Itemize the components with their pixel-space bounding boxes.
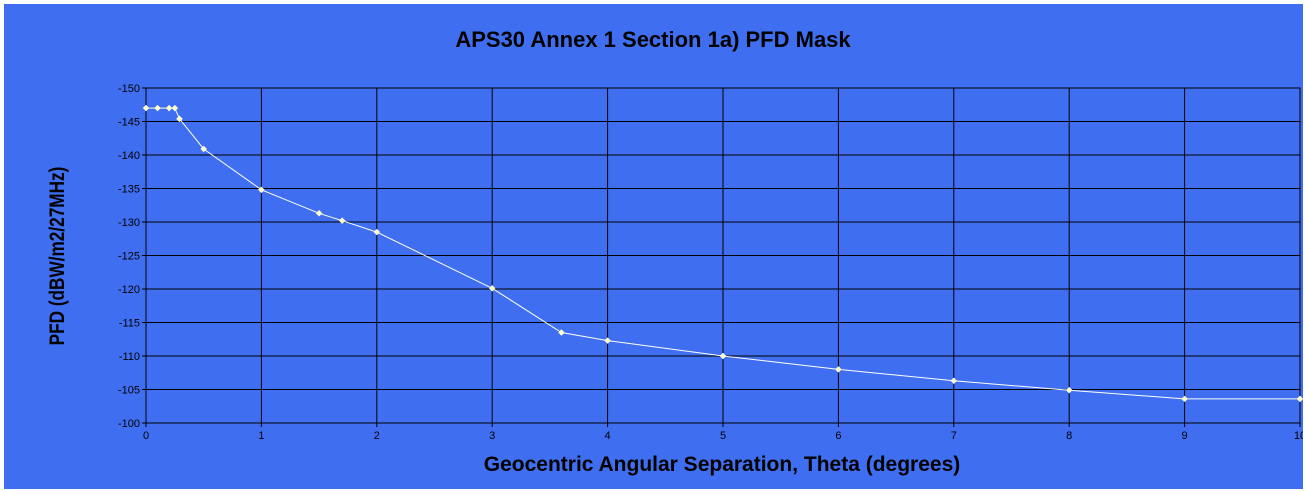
data-point <box>171 104 179 112</box>
y-tick-label: -105 <box>118 385 140 397</box>
data-point <box>835 366 842 373</box>
data-point <box>258 186 265 194</box>
data-point <box>176 115 183 123</box>
x-axis-title: Geocentric Angular Separation, Theta (de… <box>484 453 961 476</box>
chart: APS30 Annex 1 Section 1a) PFD Mask 0 1 2 3 4… <box>47 27 1303 476</box>
data-point <box>373 228 381 236</box>
x-tick-label: 4 <box>605 430 611 442</box>
data-point <box>200 145 208 153</box>
data-point <box>142 104 150 112</box>
x-tick-label: 6 <box>835 430 841 442</box>
x-tick-label: 5 <box>720 430 726 442</box>
data-point <box>338 217 346 225</box>
data-point <box>154 104 161 112</box>
data-point <box>1181 395 1188 403</box>
series <box>142 104 1303 403</box>
x-tick-label: 1 <box>258 430 264 442</box>
y-tick-label: -140 <box>118 150 140 162</box>
x-tick-label: 8 <box>1066 430 1072 442</box>
data-point <box>315 209 323 217</box>
y-tick-label: -110 <box>119 351 140 363</box>
data-point <box>558 329 565 336</box>
data-point <box>1296 395 1303 403</box>
y-tick-label: -115 <box>119 318 140 330</box>
y-tick-label: -150 <box>118 83 140 95</box>
y-tick-label: -120 <box>118 284 140 296</box>
tick-labels: 0 1 2 3 4 5 6 7 8 9 10 -150 -145 -140 -135 -130 -125 -120… <box>118 83 1303 442</box>
data-point <box>1065 386 1073 394</box>
x-tick-label: 10 <box>1294 430 1303 442</box>
x-tick-label: 0 <box>143 430 149 442</box>
y-tick-label: -135 <box>118 184 140 196</box>
y-tick-label: -100 <box>118 418 140 430</box>
y-tick-label: -130 <box>118 217 140 229</box>
data-point <box>488 284 496 292</box>
data-point <box>165 104 173 112</box>
chart-title: APS30 Annex 1 Section 1a) PFD Mask <box>455 27 851 52</box>
x-tick-label: 9 <box>1182 430 1188 442</box>
x-tick-label: 7 <box>951 430 957 442</box>
data-point <box>719 352 727 360</box>
data-point <box>604 337 611 344</box>
y-axis-title: PFD (dBW/m2/27MHz) <box>47 167 70 346</box>
y-tick-label: -145 <box>118 117 140 129</box>
x-tick-label: 3 <box>489 430 495 442</box>
data-point <box>950 377 958 385</box>
chart-frame: APS30 Annex 1 Section 1a) PFD Mask 0 1 2 3 4… <box>4 4 1303 489</box>
y-tick-label: -125 <box>118 251 140 263</box>
x-tick-label: 2 <box>374 430 380 442</box>
